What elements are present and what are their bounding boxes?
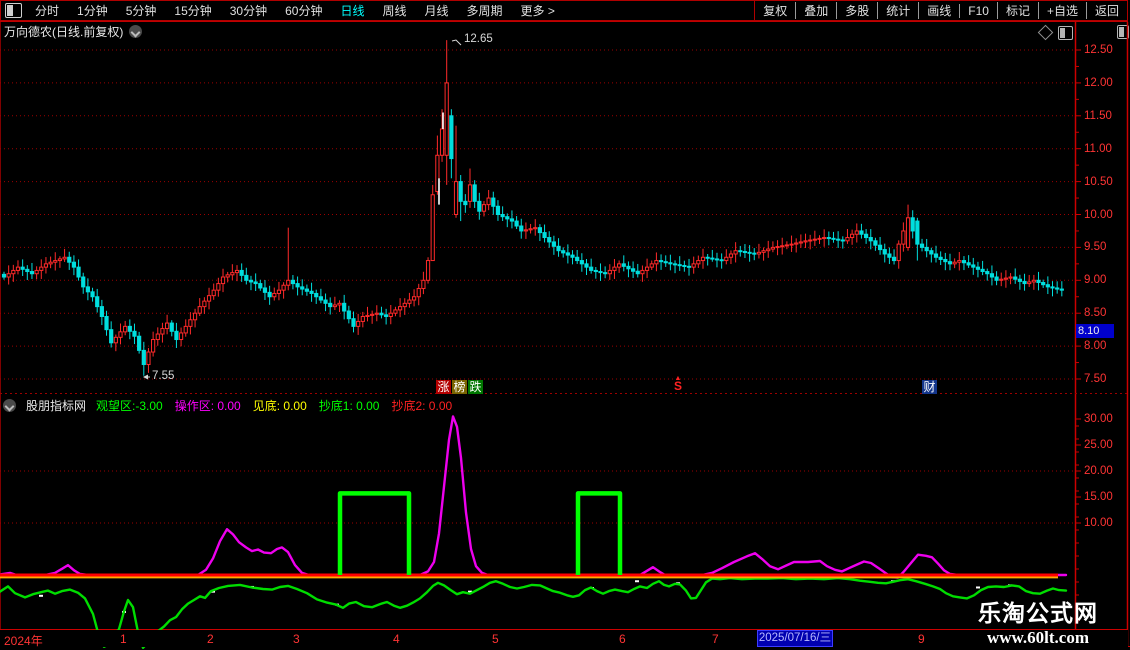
indicator-axis-label: 20.00 [1084, 465, 1113, 477]
period-menu-item[interactable]: 分时 [35, 4, 60, 18]
selected-date-label: 2025/07/16/三 [757, 630, 833, 647]
tool-menu-item[interactable]: 复权 [763, 4, 788, 18]
high-price-annotation: 12.65 [464, 33, 493, 45]
price-axis-label: 12.50 [1084, 44, 1113, 56]
tools-menu: 复权 叠加 多股 统计 画线 F10 标记 +自选 返回 [755, 0, 1128, 21]
date-axis-label: 2 [207, 632, 214, 646]
price-axis-label: 7.50 [1084, 373, 1107, 385]
period-menu-item[interactable]: 更多 > [520, 4, 555, 18]
tool-menu-item[interactable]: +自选 [1037, 2, 1086, 19]
price-axis-label: 12.00 [1084, 76, 1113, 89]
date-axis-label: 4 [393, 632, 400, 646]
triangle-up-icon: ▲ [674, 375, 682, 382]
tool-menu-item[interactable]: 画线 [918, 2, 959, 19]
period-menu-item[interactable]: 60分钟 [285, 4, 323, 18]
price-axis-label: 10.50 [1084, 175, 1113, 188]
event-marker: 涨 [436, 380, 451, 394]
panel-small-icon[interactable] [1117, 25, 1129, 39]
indicator-field: 抄底1: 0.00 [318, 398, 380, 413]
price-axis-label: 8.00 [1084, 340, 1107, 353]
date-axis-label: 7 [712, 632, 719, 646]
top-menu-bar: 分时 1分钟 5分钟 15分钟 30分钟 60分钟 日线 周线 月线 多周期 更多 > 复权 叠加 多股… [0, 0, 1128, 22]
layout-panel-icon[interactable] [5, 3, 22, 18]
period-menu-item[interactable]: 30分钟 [229, 4, 268, 18]
chart-title: 万向德农(日线.前复权) [4, 24, 124, 39]
tool-menu-item[interactable]: 多股 [836, 2, 877, 19]
chart-title-row: 万向德农(日线.前复权) [0, 22, 1075, 40]
date-axis-label: 9 [918, 632, 925, 646]
indicator-axis-label: 30.00 [1084, 413, 1113, 425]
period-menu-item[interactable]: 周线 [382, 4, 407, 18]
panel-toggle-icon[interactable] [1058, 26, 1073, 40]
indicator-name: 股朋指标网 [26, 398, 87, 413]
price-axis-label: 10.00 [1084, 208, 1113, 221]
tool-menu-item[interactable]: 返回 [1085, 2, 1127, 19]
tool-menu-item[interactable]: F10 [959, 3, 997, 18]
indicator-field: 见底: 0.00 [252, 398, 307, 413]
tool-menu-item[interactable]: 标记 [996, 2, 1038, 19]
watermark-site-name: 乐淘公式网 [978, 600, 1098, 626]
indicator-axis-label: 25.00 [1084, 439, 1113, 451]
price-axis-label: 9.50 [1084, 241, 1107, 254]
tool-menu-item[interactable]: 叠加 [795, 2, 836, 19]
indicator-header: 股朋指标网 观望区:-3.00 操作区: 0.00 见底: 0.00 抄底1: 0.0… [0, 397, 452, 413]
indicator-axis-label: 10.00 [1084, 517, 1113, 529]
period-menu-item[interactable]: 月线 [424, 4, 449, 18]
date-axis-label: 2024年 [4, 634, 43, 648]
price-axis-label: 11.00 [1084, 142, 1112, 155]
sell-signal-marker: ▲ S [673, 375, 682, 393]
period-menu: 分时 1分钟 5分钟 15分钟 30分钟 60分钟 日线 周线 月线 多周期 更多 > [0, 0, 756, 21]
tool-menu-item[interactable]: 统计 [877, 2, 918, 19]
price-axis-label: 11.50 [1084, 109, 1112, 122]
indicator-chevron-icon[interactable] [3, 398, 16, 412]
indicator-field: 观望区:-3.00 [96, 398, 163, 413]
event-marker: 财 [922, 380, 937, 394]
event-marker: 榜 [452, 380, 467, 394]
date-axis-label: 3 [293, 632, 300, 646]
date-axis-label: 1 [120, 632, 127, 646]
price-axis-label: 9.00 [1084, 274, 1107, 287]
event-marker: 跌 [468, 380, 483, 394]
period-menu-item[interactable]: 15分钟 [174, 4, 212, 18]
period-menu-item[interactable]: 1分钟 [77, 4, 108, 18]
date-axis-label: 5 [492, 632, 499, 646]
indicator-axis-label: 15.00 [1084, 491, 1113, 503]
watermark: 乐淘公式网 www.60lt.com [978, 594, 1098, 648]
indicator-field: 抄底2: 0.00 [391, 398, 453, 413]
period-menu-item[interactable]: 5分钟 [125, 4, 157, 18]
indicator-field: 操作区: 0.00 [174, 398, 241, 413]
date-axis-label: 6 [619, 632, 626, 646]
watermark-url: www.60lt.com [987, 628, 1089, 647]
last-price-tag: 8.10 [1076, 324, 1114, 338]
period-menu-item[interactable]: 日线 [340, 4, 365, 18]
chevron-down-icon[interactable] [129, 24, 143, 38]
date-axis[interactable]: 2024年 1 2 3 4 5 6 7 9 2025/07/16/三 [0, 630, 1128, 648]
low-price-annotation: 7.55 [152, 370, 175, 382]
period-menu-item[interactable]: 多周期 [466, 4, 503, 18]
price-axis-label: 8.50 [1084, 307, 1107, 320]
